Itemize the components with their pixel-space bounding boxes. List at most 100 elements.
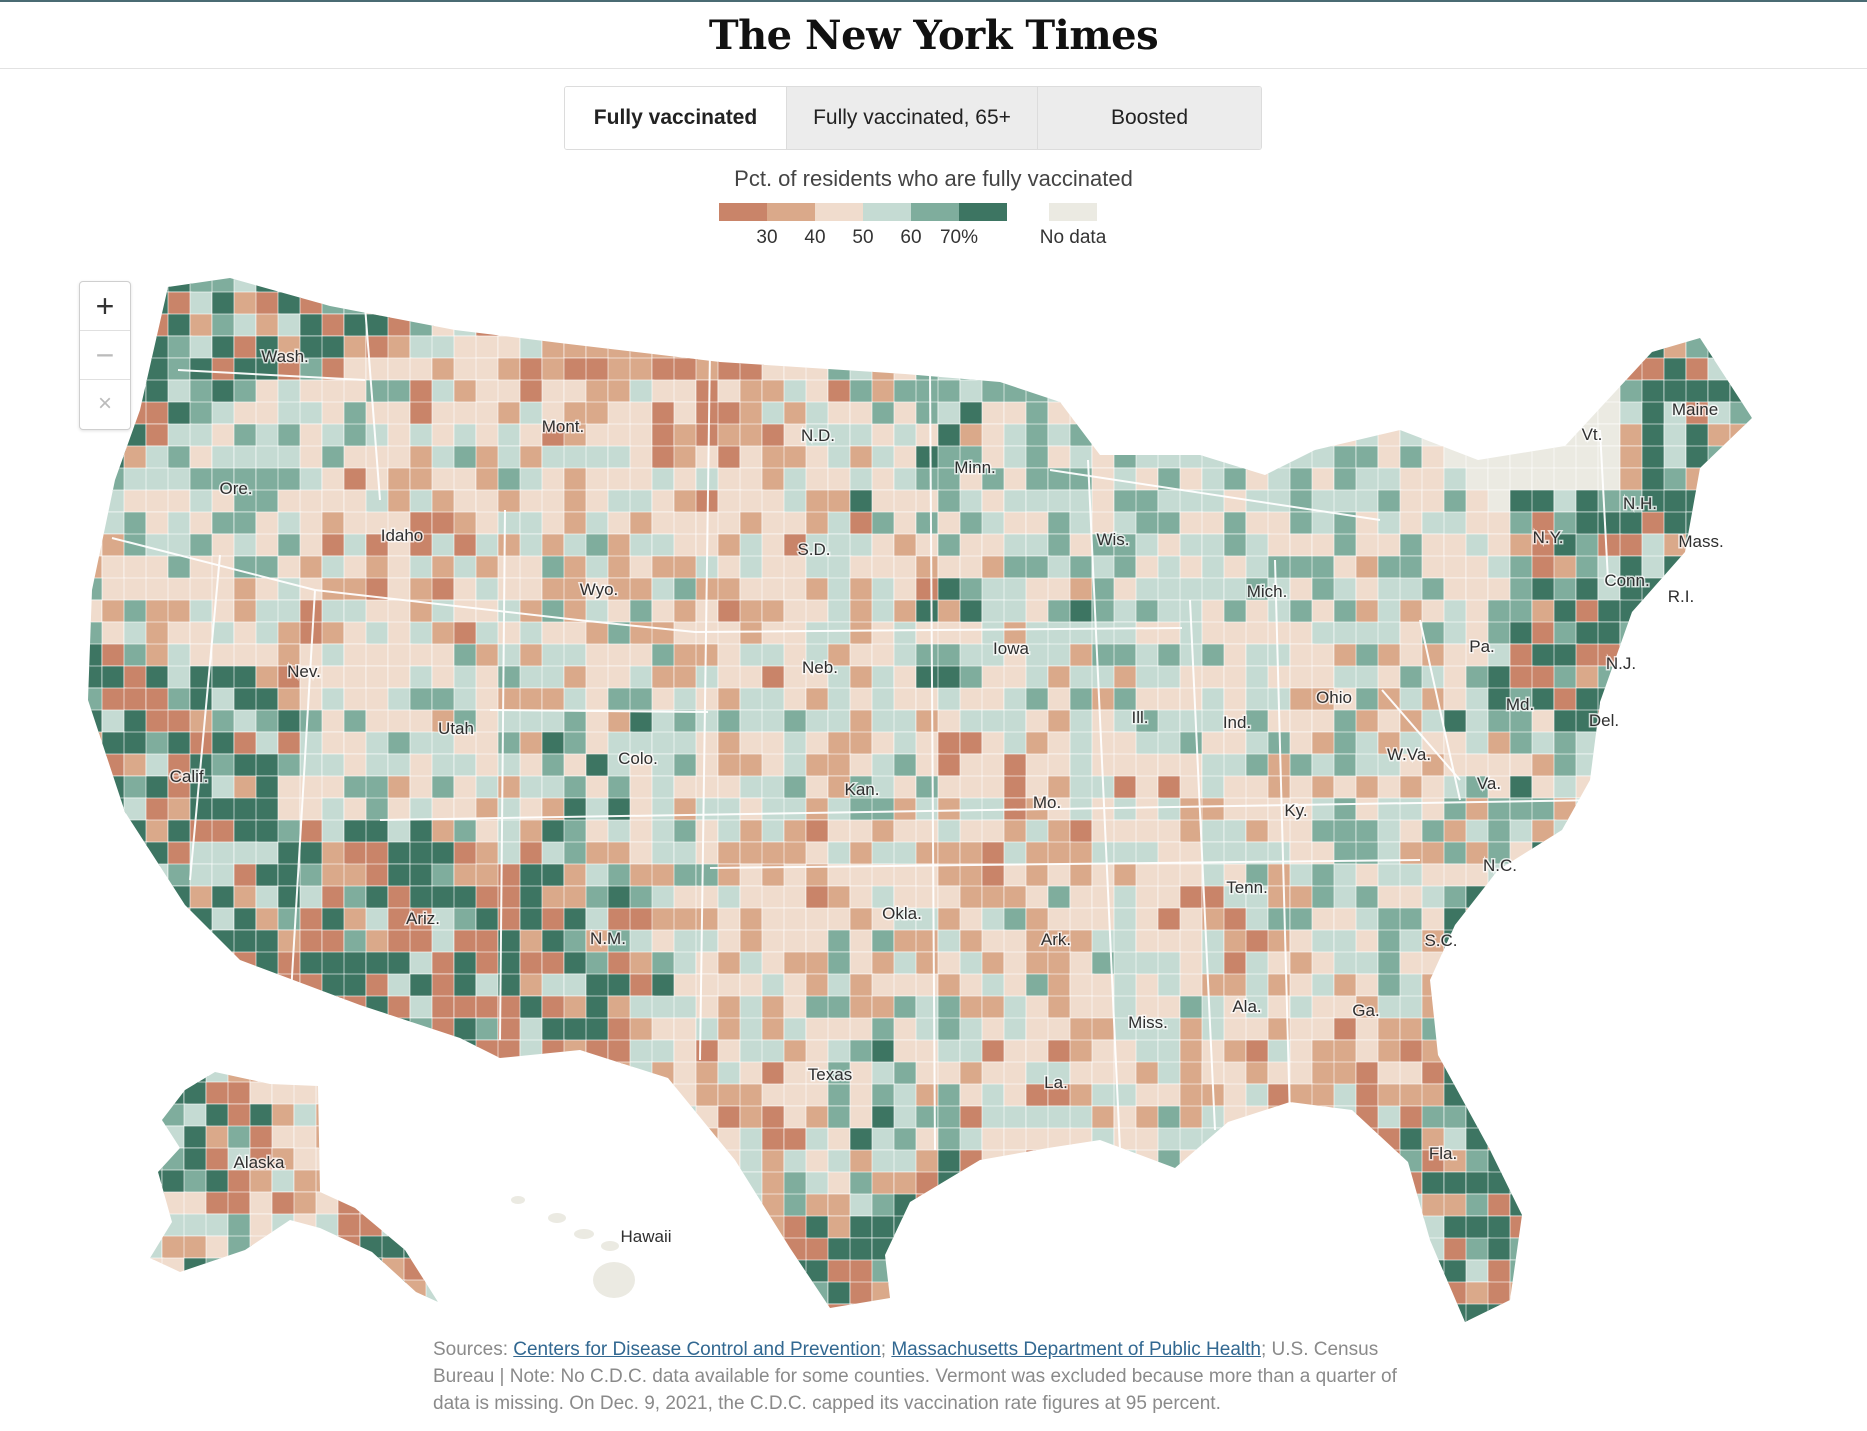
county-cell	[1135, 1171, 1159, 1197]
county-cell	[1289, 687, 1315, 712]
reset-zoom-button[interactable]: ×	[97, 390, 112, 417]
county-cell	[1707, 1105, 1731, 1129]
county-cell	[717, 511, 741, 535]
county-cell	[541, 555, 567, 580]
county-cell	[1619, 1237, 1644, 1263]
county-cell	[1553, 1105, 1577, 1131]
county-cell	[1113, 885, 1138, 909]
county-cell	[233, 841, 259, 867]
zoom-out-button[interactable]: −	[80, 331, 130, 380]
county-cell	[607, 1061, 633, 1085]
county-cell	[387, 1083, 411, 1107]
county-cell	[1311, 511, 1335, 536]
county-cell	[695, 907, 719, 932]
county-cell	[1443, 643, 1469, 668]
county-cell	[805, 511, 831, 537]
county-cell	[519, 1017, 545, 1042]
state-label: Alaska	[233, 1153, 285, 1172]
county-cell	[145, 423, 170, 447]
county-cell	[475, 709, 500, 734]
county-cell	[1223, 335, 1249, 360]
county-cell	[1245, 1105, 1270, 1129]
county-cell	[805, 1303, 829, 1322]
county-cell	[431, 555, 456, 579]
zoom-in-button[interactable]: +	[80, 282, 130, 331]
county-cell	[387, 313, 412, 337]
county-cell	[189, 951, 215, 976]
county-cell	[981, 1017, 1006, 1043]
county-cell	[761, 1105, 787, 1130]
county-cell	[1509, 731, 1535, 755]
county-cell	[1135, 1149, 1161, 1174]
county-cell	[233, 929, 257, 954]
county-cell	[321, 313, 345, 337]
county-cell	[1509, 753, 1535, 778]
tab-boosted[interactable]: Boosted	[1037, 87, 1261, 149]
county-cell	[277, 973, 301, 997]
county-cell	[959, 731, 983, 755]
county-cell	[1179, 1193, 1203, 1217]
county-cell	[607, 357, 633, 382]
county-cell	[783, 1039, 809, 1063]
county-cell	[1289, 467, 1315, 491]
county-cell	[343, 533, 367, 557]
county-cell	[1069, 1281, 1095, 1305]
county-cell	[1333, 797, 1357, 821]
state-label: La.	[1044, 1073, 1068, 1092]
county-cell	[299, 841, 325, 866]
county-cell	[937, 1193, 961, 1218]
county-cell	[475, 357, 500, 381]
mass-health-link[interactable]: Massachusetts Department of Public Healt…	[891, 1339, 1261, 1360]
county-cell	[1619, 951, 1644, 976]
county-cell	[189, 885, 213, 909]
county-cell	[1575, 533, 1601, 559]
county-cell	[871, 313, 895, 338]
county-cell	[541, 489, 566, 515]
county-cell	[1641, 1259, 1667, 1284]
county-cell	[1707, 665, 1731, 691]
county-cell	[255, 687, 279, 712]
county-cell	[959, 863, 983, 889]
county-cell	[1333, 489, 1358, 513]
cdc-link[interactable]: Centers for Disease Control and Preventi…	[513, 1339, 881, 1360]
county-cell	[453, 1171, 477, 1196]
county-cell	[1685, 1149, 1709, 1173]
county-cell	[1157, 819, 1182, 843]
county-cell	[871, 687, 897, 712]
county-cell	[563, 819, 588, 844]
county-cell	[299, 687, 323, 712]
county-cell	[1290, 1326, 1314, 1330]
county-cell	[915, 533, 939, 557]
county-cell	[1201, 1193, 1225, 1218]
county-cell	[1641, 709, 1666, 733]
county-cell	[1179, 445, 1205, 470]
county-cell	[1619, 291, 1645, 315]
nyt-logo[interactable]: The New York Times	[708, 11, 1159, 59]
county-cell	[1135, 1237, 1161, 1262]
county-cell	[123, 643, 149, 667]
legend-no-data-label: No data	[1039, 227, 1107, 248]
county-cell	[387, 1105, 413, 1129]
county-cell	[387, 1281, 411, 1305]
tab-fully-vaccinated[interactable]: Fully vaccinated	[565, 87, 786, 149]
county-cell	[1179, 467, 1203, 491]
county-cell	[607, 951, 633, 976]
county-cell	[915, 1039, 940, 1063]
county-cell	[145, 863, 169, 889]
county-cell	[1663, 995, 1689, 1019]
county-cell	[519, 775, 543, 801]
county-cell	[1289, 1105, 1314, 1130]
county-cell	[1729, 1127, 1752, 1153]
county-cell	[1245, 1259, 1269, 1284]
county-cell	[1553, 1149, 1578, 1174]
county-cell	[381, 1147, 405, 1173]
state-label: Va.	[1477, 774, 1501, 793]
county-cell	[695, 643, 719, 668]
county-cell	[1729, 335, 1752, 361]
county-cell	[981, 1149, 1005, 1174]
county-cell	[1663, 555, 1689, 580]
tab-fully-vaccinated-65-plus[interactable]: Fully vaccinated, 65+	[786, 87, 1037, 149]
county-cell	[1201, 577, 1225, 603]
county-cell	[1157, 907, 1182, 931]
